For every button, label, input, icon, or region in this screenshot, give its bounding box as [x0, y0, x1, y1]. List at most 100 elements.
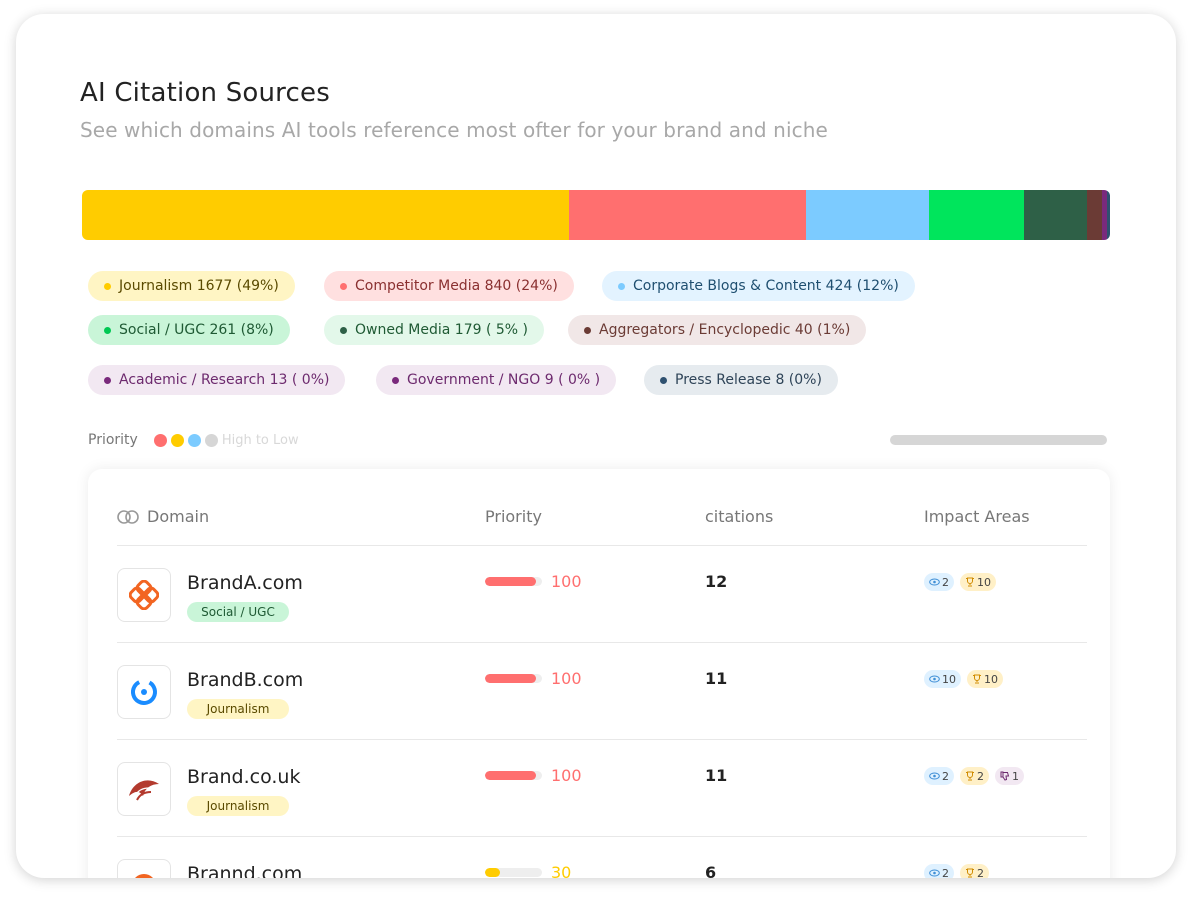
chip-label: Competitor Media 840 (24%) — [355, 278, 558, 294]
impact-badge[interactable]: 2 — [960, 767, 989, 785]
trophy-icon — [965, 577, 977, 587]
distribution-bar — [82, 190, 1110, 240]
impact-value: 10 — [977, 575, 991, 589]
chip-dot — [104, 326, 111, 334]
table-row[interactable]: Brand.co.uk Journalism 100 11 2 2 1 — [117, 740, 1087, 837]
impact-badge[interactable]: 2 — [924, 864, 954, 878]
chip-label: Academic / Research 13 ( 0%) — [119, 372, 330, 388]
impact-badge[interactable]: 10 — [960, 573, 996, 591]
table-row[interactable]: BrandB.com Journalism 100 11 10 10 — [117, 643, 1087, 740]
impact-badge[interactable]: 1 — [995, 767, 1024, 785]
chip-label: Corporate Blogs & Content 424 (12%) — [633, 278, 899, 294]
chip-dot — [340, 326, 347, 334]
chip-dot — [618, 282, 625, 290]
impact-value: 1 — [1012, 769, 1019, 783]
chip-dot — [104, 376, 111, 384]
category-chip-5[interactable]: Aggregators / Encyclopedic 40 (1%) — [568, 315, 867, 345]
column-header-domain-label: Domain — [147, 507, 210, 526]
domain-name[interactable]: Brand.co.uk — [187, 766, 301, 788]
chip-dot — [392, 376, 399, 384]
distribution-segment-5[interactable] — [1087, 190, 1102, 240]
chip-dot — [340, 282, 347, 290]
page-title: AI Citation Sources — [80, 78, 330, 108]
distribution-segment-3[interactable] — [929, 190, 1024, 240]
impact-value: 2 — [977, 769, 984, 783]
category-chip-7[interactable]: Government / NGO 9 ( 0% ) — [376, 365, 617, 395]
chip-label: Press Release 8 (0%) — [675, 372, 822, 388]
priority-value: 100 — [551, 669, 582, 688]
citation-sources-card: AI Citation Sources See which domains AI… — [16, 14, 1176, 878]
chip-label: Owned Media 179 ( 5% ) — [355, 322, 528, 338]
impact-badge[interactable]: 2 — [924, 573, 954, 591]
page-subtitle: See which domains AI tools reference mos… — [80, 118, 828, 142]
category-chip-3[interactable]: Social / UGC 261 (8%) — [88, 315, 290, 345]
header-divider — [117, 545, 1087, 546]
impact-badge[interactable]: 10 — [967, 670, 1003, 688]
trophy-icon — [965, 771, 977, 781]
impact-badge[interactable]: 10 — [924, 670, 961, 688]
table-row[interactable]: BrandA.com Social / UGC 100 12 2 10 — [117, 546, 1087, 643]
citations-count: 11 — [705, 669, 728, 688]
priority-legend: Priority High to Low — [88, 432, 299, 448]
distribution-segment-0[interactable] — [82, 190, 570, 240]
domain-name[interactable]: Brannd.com — [187, 863, 303, 878]
impact-badge[interactable]: 2 — [960, 864, 989, 878]
impact-areas: 2 10 — [924, 573, 996, 591]
chip-dot — [584, 326, 591, 334]
flower-logo-icon — [117, 568, 171, 622]
distribution-segment-4[interactable] — [1023, 190, 1088, 240]
column-header-citations[interactable]: citations — [705, 507, 774, 526]
priority-bar — [485, 674, 542, 683]
overlap-circles-icon — [117, 509, 139, 524]
column-header-priority[interactable]: Priority — [485, 507, 542, 526]
distribution-segment-1[interactable] — [569, 190, 806, 240]
priority-bar-fill — [485, 868, 501, 877]
category-tag: Journalism — [187, 699, 289, 719]
category-tag: Journalism — [187, 796, 289, 816]
distribution-segment-7[interactable] — [1106, 190, 1110, 240]
priority-bar — [485, 577, 542, 586]
distribution-segment-6[interactable] — [1101, 190, 1107, 240]
domain-name[interactable]: BrandA.com — [187, 572, 303, 594]
table-row[interactable]: Brannd.com 30 6 2 2 — [117, 837, 1087, 878]
priority-dot-3 — [204, 433, 218, 447]
distribution-segment-2[interactable] — [805, 190, 930, 240]
domains-table: Domain Priority citations Impact Areas B… — [88, 469, 1110, 878]
category-chip-6[interactable]: Academic / Research 13 ( 0%) — [88, 365, 346, 395]
impact-areas: 10 10 — [924, 670, 1003, 688]
category-chip-0[interactable]: Journalism 1677 (49%) — [88, 271, 295, 301]
category-chip-8[interactable]: Press Release 8 (0%) — [644, 365, 838, 395]
ring-logo-icon — [117, 665, 171, 719]
priority-legend-label: Priority — [88, 432, 138, 448]
category-tag: Social / UGC — [187, 602, 289, 622]
priority-bar-fill — [485, 674, 537, 683]
chip-label: Government / NGO 9 ( 0% ) — [407, 372, 601, 388]
priority-bar — [485, 868, 542, 877]
chip-label: Social / UGC 261 (8%) — [119, 322, 274, 338]
priority-dot-1 — [170, 433, 184, 447]
column-header-impact[interactable]: Impact Areas — [924, 507, 1030, 526]
horizontal-scrollbar[interactable] — [890, 435, 1107, 445]
bird-logo-icon — [117, 762, 171, 816]
domain-name[interactable]: BrandB.com — [187, 669, 304, 691]
category-chip-1[interactable]: Competitor Media 840 (24%) — [324, 271, 574, 301]
column-header-domain[interactable]: Domain — [117, 507, 209, 526]
priority-value: 30 — [551, 863, 572, 878]
citations-count: 12 — [705, 572, 728, 591]
priority-bar — [485, 771, 542, 780]
impact-value: 2 — [942, 866, 949, 879]
chip-dot — [104, 282, 111, 290]
impact-badge[interactable]: 2 — [924, 767, 954, 785]
priority-bar-fill — [485, 577, 537, 586]
category-chip-2[interactable]: Corporate Blogs & Content 424 (12%) — [602, 271, 915, 301]
citations-count: 6 — [705, 863, 717, 878]
impact-value: 2 — [977, 866, 984, 879]
chip-dot — [660, 376, 667, 384]
priority-value: 100 — [551, 572, 582, 591]
citations-count: 11 — [705, 766, 728, 785]
category-chip-4[interactable]: Owned Media 179 ( 5% ) — [324, 315, 544, 345]
impact-value: 2 — [942, 575, 949, 589]
impact-value: 2 — [942, 769, 949, 783]
eye-icon — [929, 578, 942, 586]
